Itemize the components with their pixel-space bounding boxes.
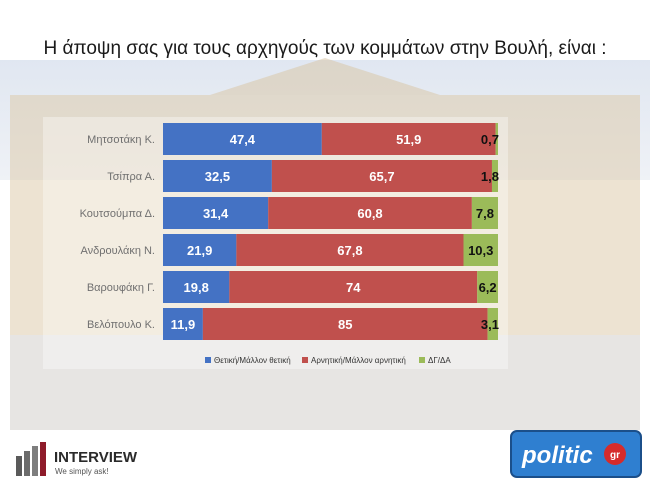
data-label: 21,9 bbox=[187, 243, 212, 258]
category-label: Βαρουφάκη Γ. bbox=[87, 282, 155, 294]
data-label: 51,9 bbox=[396, 132, 421, 147]
data-label: 19,8 bbox=[184, 280, 209, 295]
legend-label: Θετική/Μάλλον θετική bbox=[214, 356, 291, 365]
data-label: 6,2 bbox=[479, 280, 497, 295]
category-label: Τσίπρα Α. bbox=[107, 171, 155, 183]
politic-logo-name: politic bbox=[521, 442, 593, 469]
interview-logo-name: INTERVIEW bbox=[54, 449, 138, 466]
bar-segment bbox=[495, 123, 498, 155]
category-label: Μητσοτάκη Κ. bbox=[87, 134, 155, 146]
data-label: 10,3 bbox=[468, 243, 493, 258]
legend-label: Αρνητική/Μάλλον αρνητική bbox=[311, 356, 406, 365]
data-label: 67,8 bbox=[337, 243, 362, 258]
bar-segment bbox=[236, 234, 464, 266]
legend-swatch bbox=[419, 357, 425, 363]
legend-swatch bbox=[205, 357, 211, 363]
bar-segment bbox=[163, 197, 269, 229]
data-label: 0,7 bbox=[481, 132, 499, 147]
legend-label: ΔΓ/ΔΑ bbox=[428, 356, 451, 365]
data-label: 60,8 bbox=[357, 206, 382, 221]
stacked-bar-chart: Μητσοτάκη Κ. Τσίπρα Α. Κουτσούμπα Δ. Ανδρου… bbox=[43, 117, 508, 369]
bar-chart-icon bbox=[16, 442, 46, 476]
bar-segment bbox=[229, 271, 478, 303]
bar-segment bbox=[163, 234, 237, 266]
bars bbox=[43, 117, 508, 369]
category-labels: Μητσοτάκη Κ. Τσίπρα Α. Κουτσούμπα Δ. Ανδρου… bbox=[80, 134, 155, 331]
data-label: 74 bbox=[346, 280, 361, 295]
bar-segment bbox=[163, 160, 272, 192]
category-label: Βελόπουλο Κ. bbox=[87, 319, 155, 331]
interview-logo-tagline: We simply ask! bbox=[55, 467, 109, 476]
bar-segment bbox=[163, 271, 230, 303]
data-label: 11,9 bbox=[171, 317, 196, 332]
data-label: 7,8 bbox=[476, 206, 494, 221]
bar-segment bbox=[163, 123, 322, 155]
data-label: 65,7 bbox=[369, 169, 394, 184]
data-label: 3,1 bbox=[481, 317, 499, 332]
bar-segment bbox=[463, 234, 498, 266]
category-label: Κουτσούμπα Δ. bbox=[80, 208, 155, 220]
chart-title: Η άποψη σας για τους αρχηγούς των κομμάτ… bbox=[43, 38, 607, 59]
bar-segment bbox=[477, 271, 498, 303]
politic-logo-suffix: gr bbox=[610, 450, 620, 461]
data-label: 47,4 bbox=[230, 132, 256, 147]
data-label: 32,5 bbox=[205, 169, 230, 184]
politic-logo: politic gr bbox=[510, 430, 642, 478]
data-label: 85 bbox=[338, 317, 352, 332]
bar-segment bbox=[202, 308, 488, 340]
bar-segment bbox=[491, 160, 498, 192]
bar-segment bbox=[321, 123, 496, 155]
data-label: 1,8 bbox=[481, 169, 499, 184]
data-label: 31,4 bbox=[203, 206, 229, 221]
bar-segment bbox=[487, 308, 498, 340]
bar-segment bbox=[471, 197, 498, 229]
legend: Θετική/Μάλλον θετική Αρνητική/Μάλλον αρνη… bbox=[205, 356, 451, 365]
legend-swatch bbox=[302, 357, 308, 363]
value-labels: 47,4 51,9 0,7 32,5 65,7 1,8 31,4 60,8 7,8 21,9 67,… bbox=[171, 132, 499, 332]
interview-logo: INTERVIEW We simply ask! bbox=[16, 442, 138, 476]
category-label: Ανδρουλάκη Ν. bbox=[80, 245, 155, 257]
bar-segment bbox=[163, 308, 203, 340]
bar-segment bbox=[271, 160, 492, 192]
bar-segment bbox=[268, 197, 472, 229]
